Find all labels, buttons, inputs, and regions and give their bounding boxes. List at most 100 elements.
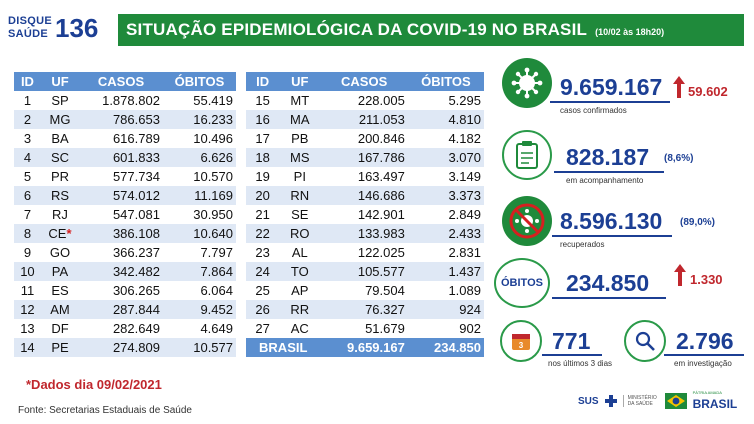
cell-obitos-text: 4.182 xyxy=(448,131,481,146)
confirmed-label: casos confirmados xyxy=(560,106,627,115)
magnifier-icon xyxy=(624,320,666,362)
cell-obitos: 2.849 xyxy=(407,205,484,224)
cell-obitos: 3.070 xyxy=(407,148,484,167)
cell-obitos: 5.295 xyxy=(407,91,484,110)
cell-id: 27 xyxy=(246,319,280,338)
cell-casos-text: 167.786 xyxy=(357,150,405,165)
cell-casos: 342.482 xyxy=(79,262,163,281)
last3-label: nos últimos 3 dias xyxy=(548,359,613,368)
cell-uf: MT xyxy=(279,91,321,110)
cell-uf: AM xyxy=(40,300,80,319)
cell-obitos-text: 7.864 xyxy=(200,264,233,279)
arrow-up-icon xyxy=(673,76,685,98)
cell-id-text: 8 xyxy=(23,226,32,241)
cell-uf: DF xyxy=(40,319,80,338)
table-row: 8 CE* 386.108 10.640 xyxy=(14,224,236,243)
cell-obitos-text: 3.070 xyxy=(448,150,481,165)
monitoring-pct: (8,6%) xyxy=(664,153,694,164)
cell-id-text: 16 xyxy=(255,112,270,127)
cell-casos: 146.686 xyxy=(320,186,408,205)
cell-uf-text: MG xyxy=(49,112,71,127)
cell-obitos: 902 xyxy=(407,319,484,338)
cell-obitos: 7.797 xyxy=(162,243,236,262)
cell-obitos-text: 30.950 xyxy=(193,207,233,222)
cell-uf: SE xyxy=(279,205,321,224)
logo-line2: SAÚDE xyxy=(8,28,49,40)
cell-obitos-text: 10.570 xyxy=(193,169,233,184)
cell-uf-text: DF xyxy=(51,321,69,336)
cell-uf-text: RO xyxy=(290,226,310,241)
cell-casos: 51.679 xyxy=(320,319,408,338)
table-row: 6 RS 574.012 11.169 xyxy=(14,186,236,205)
investigating-value: 2.796 xyxy=(676,328,734,354)
cell-casos-text: 366.237 xyxy=(112,245,160,260)
cell-uf-text: TO xyxy=(290,264,309,279)
cell-uf-text: SP xyxy=(51,93,69,108)
cell-obitos: 1.437 xyxy=(407,262,484,281)
table-row: 7 RJ 547.081 30.950 xyxy=(14,205,236,224)
cell-uf: RO xyxy=(279,224,321,243)
cell-obitos: 924 xyxy=(407,300,484,319)
cell-uf: GO xyxy=(40,243,80,262)
cell-id: 20 xyxy=(246,186,280,205)
cell-uf: AC xyxy=(279,319,321,338)
cell-obitos: 9.452 xyxy=(162,300,236,319)
disque-saude-logo: DISQUE SAÚDE 136 xyxy=(8,13,108,43)
arrow-up-icon xyxy=(674,264,686,286)
cell-obitos: 1.089 xyxy=(407,281,484,300)
cell-uf-text: CE xyxy=(48,226,67,241)
cell-id-text: 15 xyxy=(255,93,270,108)
page-title: SITUAÇÃO EPIDEMIOLÓGICA DA COVID-19 NO B… xyxy=(126,20,588,39)
investigating-label: em investigação xyxy=(674,359,732,368)
cell-casos: 287.844 xyxy=(79,300,163,319)
table-row: 26 RR 76.327 924 xyxy=(246,300,484,319)
cell-casos: 601.833 xyxy=(79,148,163,167)
col-obitos: ÓBITOS xyxy=(162,72,236,91)
cell-id-text: 7 xyxy=(23,207,32,222)
table-row: 4 SC 601.833 6.626 xyxy=(14,148,236,167)
states-table-left: ID UF CASOS ÓBITOS 1 SP 1.878.802 55.419 2 MG… xyxy=(14,72,236,357)
cell-casos: 228.005 xyxy=(320,91,408,110)
cell-casos-text: 306.265 xyxy=(112,283,160,298)
logo-number: 136 xyxy=(55,13,99,43)
source-text: Fonte: Secretarias Estaduais de Saúde xyxy=(18,405,192,416)
col-id: ID xyxy=(14,72,41,91)
cell-id: 16 xyxy=(246,110,280,129)
cell-casos: 366.237 xyxy=(79,243,163,262)
cell-casos-text: 616.789 xyxy=(112,131,160,146)
cell-casos: 282.649 xyxy=(79,319,163,338)
cell-uf-text: RS xyxy=(50,188,70,203)
cell-obitos-text: 902 xyxy=(459,321,481,336)
calendar-icon: 3 xyxy=(500,320,542,362)
calendar-number: 3 xyxy=(519,341,524,350)
cell-obitos: 7.864 xyxy=(162,262,236,281)
cell-casos-text: 142.901 xyxy=(357,207,405,222)
cell-uf-text: AC xyxy=(290,321,309,336)
cell-id-text: 25 xyxy=(255,283,270,298)
cell-uf-text: GO xyxy=(49,245,71,260)
cell-id-text: 27 xyxy=(255,321,270,336)
footer-logos: SUS MINISTÉRIO DA SAÚDE PÁTRIA AMADA BRA… xyxy=(578,390,748,412)
table-row: 13 DF 282.649 4.649 xyxy=(14,319,236,338)
cell-casos: 167.786 xyxy=(320,148,408,167)
table-header-row: ID UF CASOS ÓBITOS xyxy=(14,72,236,91)
cell-obitos-text: 5.295 xyxy=(448,93,481,108)
table-row: 12 AM 287.844 9.452 xyxy=(14,300,236,319)
cell-obitos-text: 10.496 xyxy=(193,131,233,146)
sus-logo: SUS xyxy=(578,395,599,407)
cell-obitos: 3.149 xyxy=(407,167,484,186)
cell-uf-text: ES xyxy=(51,283,69,298)
col-uf: UF xyxy=(40,72,80,91)
cell-casos: 79.504 xyxy=(320,281,408,300)
cell-id: 1 xyxy=(14,91,41,110)
deaths-underline xyxy=(552,297,666,299)
cell-casos-text: 274.809 xyxy=(112,340,160,355)
cell-id-text: 20 xyxy=(255,188,270,203)
patria-text: PÁTRIA AMADA xyxy=(692,389,722,395)
cell-obitos: 10.570 xyxy=(162,167,236,186)
recovered-pct: (89,0%) xyxy=(680,217,716,228)
table-row: 10 PA 342.482 7.864 xyxy=(14,262,236,281)
total-casos: 9.659.167 xyxy=(320,338,408,357)
cell-uf-text: PB xyxy=(291,131,309,146)
asterisk-mark: * xyxy=(66,226,72,241)
